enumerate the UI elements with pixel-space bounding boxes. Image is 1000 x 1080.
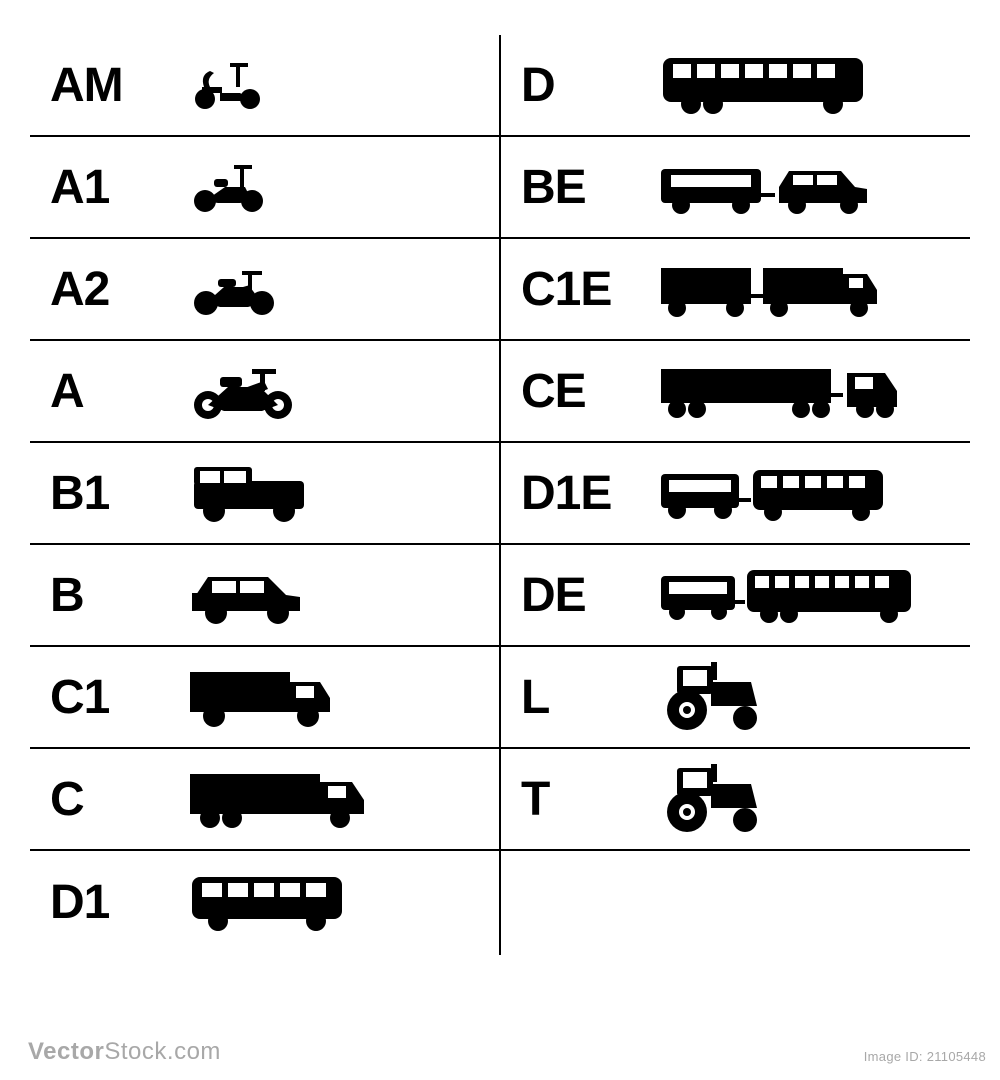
category-code: D <box>521 58 651 113</box>
category-code: A <box>50 364 180 419</box>
truck-icon <box>180 768 499 830</box>
category-row-CE: CE <box>501 341 970 443</box>
category-row-A2: A2 <box>30 239 499 341</box>
category-row-D: D <box>501 35 970 137</box>
category-row-A: A <box>30 341 499 443</box>
category-code: T <box>521 772 651 827</box>
motorcycle-icon <box>180 361 499 421</box>
bus-icon <box>651 54 970 116</box>
watermark-suffix: .com <box>167 1038 221 1065</box>
category-code: B1 <box>50 466 180 521</box>
moped2-icon <box>180 159 499 215</box>
left-column: AM A1 A2 A B1 B C1 C D1 <box>30 35 499 955</box>
motorcycle-m-icon <box>180 261 499 317</box>
category-row-D1E: D1E <box>501 443 970 545</box>
category-row-A1: A1 <box>30 137 499 239</box>
license-category-grid: AM A1 A2 A B1 B C1 C D1 D BE C1E CE D1E DE LT <box>30 35 970 955</box>
category-code: D1 <box>50 875 180 930</box>
car-icon <box>180 565 499 625</box>
watermark-brand-bold: Vector <box>28 1038 104 1065</box>
category-row-T: T <box>501 749 970 851</box>
moped-icon <box>180 57 499 113</box>
category-code: A2 <box>50 262 180 317</box>
category-code: C1E <box>521 262 651 317</box>
category-code: D1E <box>521 466 651 521</box>
category-code: C1 <box>50 670 180 725</box>
category-code: A1 <box>50 160 180 215</box>
category-code: CE <box>521 364 651 419</box>
car-trailer-icon <box>651 159 970 215</box>
category-row-C1E: C1E <box>501 239 970 341</box>
category-code: B <box>50 568 180 623</box>
category-code: BE <box>521 160 651 215</box>
image-id: Image ID: 21105448 <box>864 1049 986 1064</box>
bus-trailer-icon <box>651 566 970 624</box>
category-row-C: C <box>30 749 499 851</box>
category-row-D1: D1 <box>30 851 499 953</box>
category-row-B1: B1 <box>30 443 499 545</box>
category-code: L <box>521 670 651 725</box>
category-code: C <box>50 772 180 827</box>
truck-s-trailer-icon <box>651 260 970 318</box>
minicar-icon <box>180 463 499 523</box>
category-row-DE: DE <box>501 545 970 647</box>
category-row-AM: AM <box>30 35 499 137</box>
category-code: DE <box>521 568 651 623</box>
truck-s-icon <box>180 666 499 728</box>
category-row-B: B <box>30 545 499 647</box>
category-row-L: L <box>501 647 970 749</box>
watermark-brand-light: Stock <box>104 1038 167 1065</box>
category-code: AM <box>50 58 180 113</box>
category-row-C1: C1 <box>30 647 499 749</box>
category-row-BE: BE <box>501 137 970 239</box>
truck-trailer-icon <box>651 363 970 419</box>
minibus-trailer-icon <box>651 464 970 522</box>
tractor-icon <box>651 764 970 834</box>
empty-row <box>501 851 970 953</box>
right-column: D BE C1E CE D1E DE LT <box>501 35 970 955</box>
watermark: VectorStock.com <box>28 1038 221 1066</box>
minibus-icon <box>180 871 499 933</box>
tractor-icon <box>651 662 970 732</box>
